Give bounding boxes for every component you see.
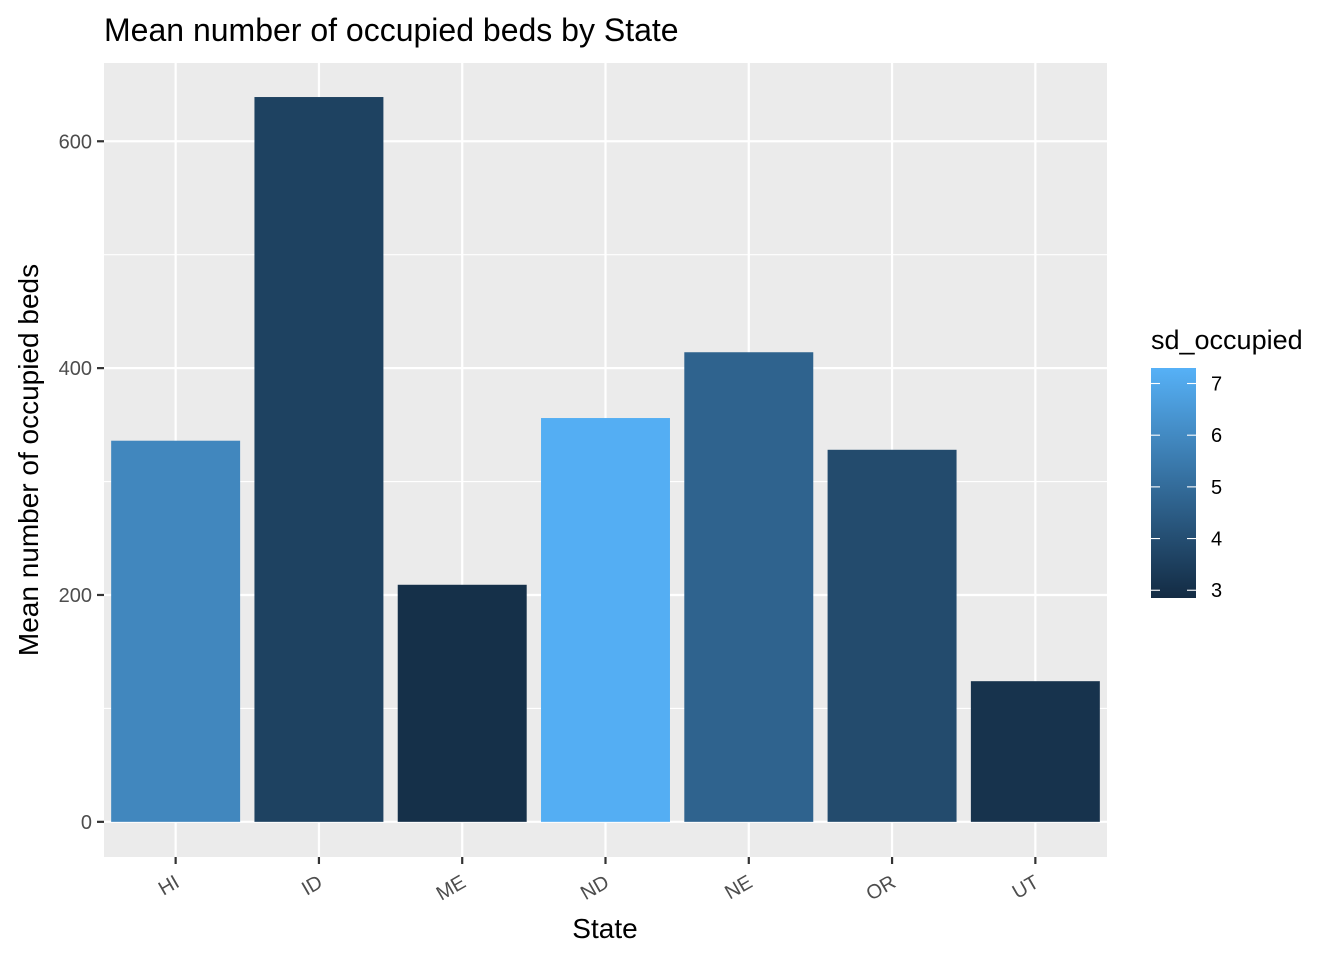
bar-ne — [684, 352, 814, 822]
legend: sd_occupied 3 4 5 6 7 — [1151, 325, 1303, 602]
y-tick-label: 400 — [59, 358, 92, 380]
legend-tick-label: 6 — [1211, 425, 1222, 447]
chart-title: Mean number of occupied beds by State — [104, 12, 679, 48]
x-tick-label-hi: HI — [155, 871, 183, 900]
bars — [111, 97, 1100, 822]
legend-tick-label: 7 — [1211, 374, 1222, 396]
x-tick-label-nd: ND — [577, 871, 613, 904]
y-tick-label: 0 — [81, 812, 92, 834]
x-axis-title: State — [572, 913, 637, 944]
x-tick-label-me: ME — [433, 871, 470, 905]
y-tick-label: 600 — [59, 131, 92, 153]
legend-ticks: 3 4 5 6 7 — [1151, 374, 1222, 602]
legend-colorbar — [1151, 368, 1196, 598]
bar-hi — [111, 440, 241, 822]
y-tick-label: 200 — [59, 585, 92, 607]
bar-ut — [970, 681, 1100, 822]
legend-tick-label: 3 — [1211, 580, 1222, 602]
bar-or — [827, 449, 957, 822]
legend-title: sd_occupied — [1151, 325, 1303, 355]
bar-nd — [541, 418, 670, 822]
bar-me — [397, 584, 527, 822]
legend-tick-label: 4 — [1211, 529, 1222, 551]
x-tick-label-ne: NE — [721, 871, 756, 904]
bar-id — [254, 97, 384, 822]
x-tick-label-id: ID — [298, 871, 326, 900]
y-axis: 0 200 400 600 — [59, 131, 104, 834]
x-tick-label-ut: UT — [1009, 871, 1043, 903]
x-tick-label-or: OR — [863, 871, 900, 905]
x-axis: HI ID ME ND NE OR UT — [155, 857, 1043, 905]
legend-tick-label: 5 — [1211, 477, 1222, 499]
y-axis-title: Mean number of occupied beds — [13, 264, 44, 656]
